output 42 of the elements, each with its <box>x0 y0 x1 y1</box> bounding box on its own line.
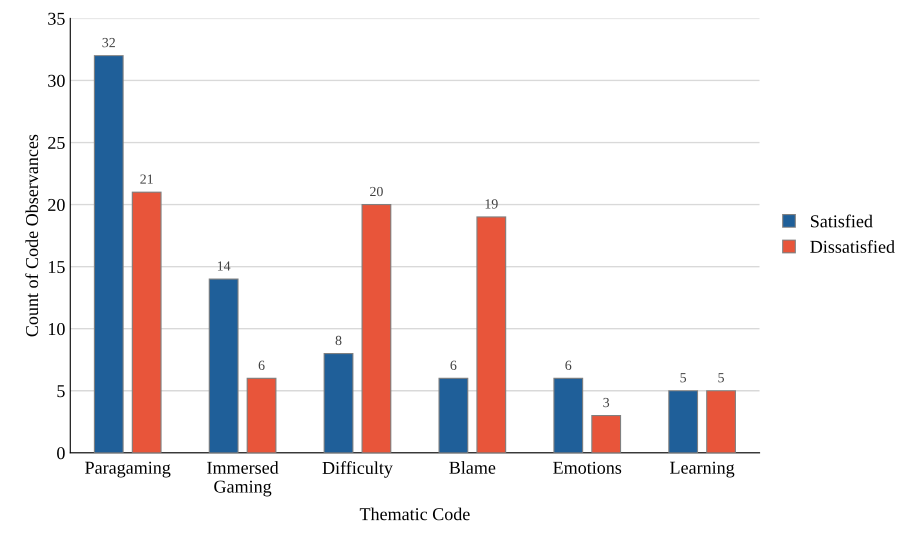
x-tick-label: Learning <box>670 462 734 478</box>
bar <box>94 55 124 453</box>
data-label: 5 <box>680 373 686 382</box>
x-axis-title: Thematic Code <box>360 508 470 520</box>
bar <box>591 415 622 453</box>
bar <box>553 378 584 453</box>
bar <box>208 278 239 453</box>
bar <box>132 192 162 453</box>
data-label: 6 <box>450 360 456 370</box>
y-tick-label: 15 <box>48 260 65 274</box>
data-label: 8 <box>336 336 342 346</box>
bar <box>438 378 468 453</box>
data-label: 6 <box>565 360 572 370</box>
y-tick-label: 10 <box>48 322 65 336</box>
data-label: 14 <box>218 261 230 271</box>
x-tick-label: Blame <box>449 461 496 474</box>
bar <box>324 352 354 453</box>
legend-label: Dissatisfied <box>810 240 895 253</box>
bar <box>246 378 276 453</box>
x-tick-label: Emotions <box>553 462 622 474</box>
bar <box>706 390 736 453</box>
data-label: 32 <box>102 38 115 48</box>
data-label: 20 <box>370 186 383 196</box>
data-label: 5 <box>718 373 724 382</box>
y-tick-label: 20 <box>48 198 65 212</box>
legend-label: Satisfied <box>810 214 873 228</box>
y-tick-label: 30 <box>48 74 65 87</box>
y-tick-label: 25 <box>48 136 65 149</box>
data-label: 6 <box>258 360 265 370</box>
data-label: 21 <box>140 174 153 184</box>
bar <box>476 216 506 453</box>
data-label: 19 <box>486 199 498 209</box>
y-tick-label: 35 <box>48 12 65 25</box>
x-tick-label: Difficulty <box>322 461 393 478</box>
x-tick-label: Paragaming <box>85 462 170 478</box>
y-tick-label: 5 <box>57 385 65 398</box>
y-axis-title: Count of Code Observances <box>25 134 38 336</box>
data-label: 3 <box>603 398 610 408</box>
x-tick-label: Immersed Gaming <box>207 461 278 496</box>
y-tick-label: 0 <box>57 447 65 460</box>
bar <box>362 204 392 453</box>
bar <box>668 390 698 453</box>
